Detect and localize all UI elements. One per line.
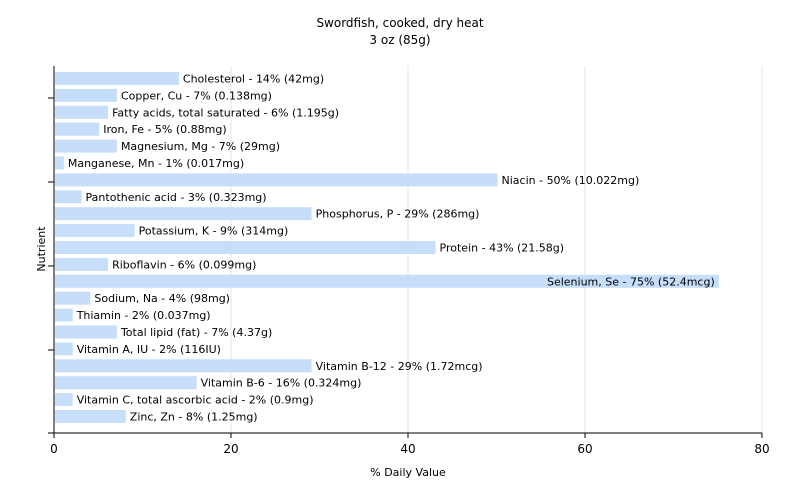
bar-label-5: Manganese, Mn - 1% (0.017mg): [68, 157, 244, 170]
bar-8: [55, 207, 312, 221]
bar-0: [55, 72, 179, 85]
bar-13: [55, 291, 91, 305]
bar-label-3: Iron, Fe - 5% (0.88mg): [103, 123, 226, 136]
chart-subtitle: 3 oz (85g): [369, 33, 430, 47]
x-tick-label-3: 60: [577, 442, 592, 456]
bar-19: [55, 393, 73, 407]
bar-7: [55, 190, 82, 204]
x-tick-label-0: 0: [50, 442, 58, 456]
x-tick-label-1: 20: [223, 442, 238, 456]
bar-6: [55, 173, 498, 187]
bar-label-7: Pantothenic acid - 3% (0.323mg): [86, 191, 267, 204]
x-tick-label-4: 80: [754, 442, 769, 456]
bar-11: [55, 257, 109, 271]
x-axis-label: % Daily Value: [370, 466, 446, 479]
bar-label-9: Potassium, K - 9% (314mg): [139, 225, 289, 238]
bar-label-11: Riboflavin - 6% (0.099mg): [112, 258, 256, 271]
x-tick-labels: 0 20 40 60 80: [50, 442, 769, 456]
bar-label-10: Protein - 43% (21.58g): [440, 242, 565, 255]
bar-18: [55, 376, 197, 390]
x-tick-label-2: 40: [400, 442, 415, 456]
bar-label-4: Magnesium, Mg - 7% (29mg): [121, 140, 280, 153]
chart-title: Swordfish, cooked, dry heat: [316, 16, 483, 30]
bar-label-1: Copper, Cu - 7% (0.138mg): [121, 89, 272, 102]
bar-9: [55, 224, 135, 238]
bar-4: [55, 139, 117, 153]
bar-label-2: Fatty acids, total saturated - 6% (1.195…: [112, 106, 339, 119]
bar-label-14: Thiamin - 2% (0.037mg): [76, 309, 211, 322]
bar-10: [55, 241, 436, 254]
bar-label-13: Sodium, Na - 4% (98mg): [94, 292, 230, 305]
bar-label-18: Vitamin B-6 - 16% (0.324mg): [201, 377, 362, 390]
bar-3: [55, 122, 100, 136]
bar-label-6: Niacin - 50% (10.022mg): [502, 174, 640, 187]
bar-12: [55, 274, 719, 288]
axes-group: [48, 66, 763, 438]
bar-label-8: Phosphorus, P - 29% (286mg): [316, 208, 480, 221]
bar-16: [55, 342, 73, 356]
y-axis-label: Nutrient: [35, 226, 48, 272]
bar-label-12: Selenium, Se - 75% (52.4mcg): [547, 275, 715, 288]
bar-14: [55, 308, 73, 322]
bar-5: [55, 156, 64, 170]
bar-label-15: Total lipid (fat) - 7% (4.37g): [120, 326, 272, 339]
bar-15: [55, 325, 117, 339]
bar-label-20: Zinc, Zn - 8% (1.25mg): [130, 411, 258, 424]
bar-label-19: Vitamin C, total ascorbic acid - 2% (0.9…: [77, 394, 314, 407]
bar-2: [55, 105, 109, 119]
bar-label-16: Vitamin A, IU - 2% (116IU): [77, 343, 221, 356]
bar-20: [55, 410, 126, 423]
bar-label-17: Vitamin B-12 - 29% (1.72mcg): [316, 360, 483, 373]
bar-17: [55, 359, 312, 373]
bars-group: Cholesterol - 14% (42mg) Copper, Cu - 7% …: [55, 72, 719, 424]
bar-label-0: Cholesterol - 14% (42mg): [183, 73, 324, 86]
bar-1: [55, 88, 117, 102]
